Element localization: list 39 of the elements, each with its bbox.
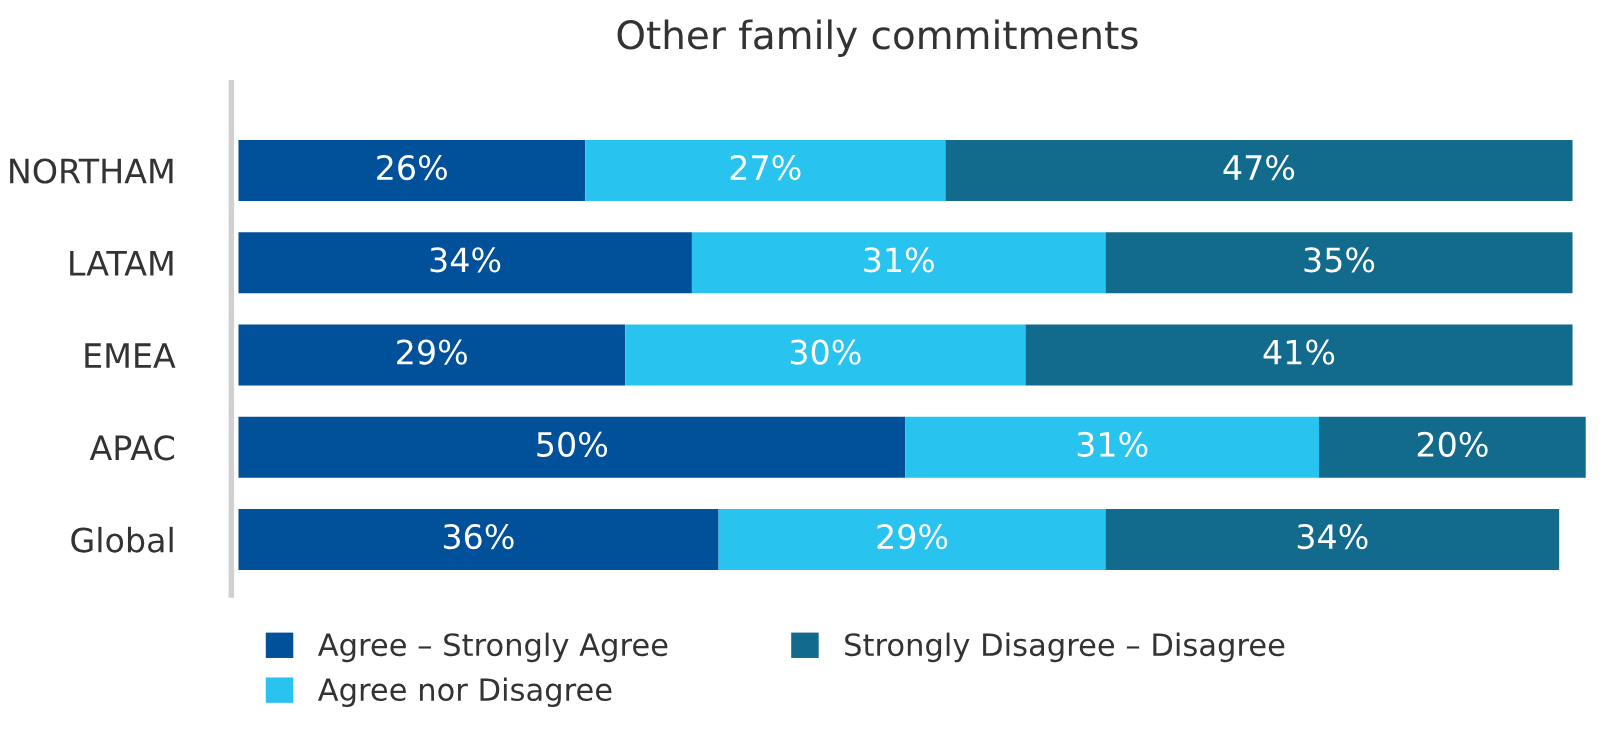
bar: [691, 232, 1106, 294]
data-label: 30%: [790, 339, 861, 365]
y-tick-label: Global: [71, 526, 173, 553]
legend-label: Strongly Disagree – Disagree: [845, 632, 1285, 663]
data-label: 34%: [1297, 523, 1368, 550]
data-label: 34%: [430, 247, 501, 273]
bar: [625, 324, 1026, 386]
legend-label: Agree nor Disagree: [317, 677, 612, 708]
chart-title: Other family commitments: [617, 19, 1138, 58]
bar: [1025, 324, 1573, 386]
bar: [718, 509, 1106, 570]
data-label: 27%: [730, 154, 801, 181]
data-label: 31%: [1077, 431, 1148, 457]
data-label: 26%: [377, 154, 447, 181]
bar: [585, 140, 946, 201]
y-tick-label: LATAM: [70, 251, 173, 276]
bar: [945, 140, 1573, 201]
data-label: 50%: [537, 431, 608, 457]
legend-label: Agree – Strongly Agree: [317, 632, 668, 663]
bar: [238, 140, 586, 201]
bar: [238, 232, 692, 294]
data-label: 20%: [1417, 431, 1488, 457]
data-label: 36%: [443, 523, 514, 550]
data-label: 35%: [1304, 247, 1375, 273]
data-label: 29%: [877, 523, 948, 550]
bar: [905, 416, 1319, 478]
y-tick-label: NORTHAM: [10, 158, 173, 184]
data-label: 31%: [864, 247, 934, 273]
data-label: 47%: [1223, 154, 1295, 181]
data-label: 29%: [397, 339, 467, 365]
bar: [1105, 509, 1560, 570]
bar: [1319, 416, 1586, 478]
y-tick-label: EMEA: [85, 343, 176, 368]
bar: [1105, 232, 1573, 294]
bar: [238, 509, 719, 570]
bar: [238, 416, 906, 478]
bar: [238, 324, 626, 386]
data-label: 41%: [1263, 339, 1335, 365]
y-tick-label: APAC: [89, 435, 174, 461]
